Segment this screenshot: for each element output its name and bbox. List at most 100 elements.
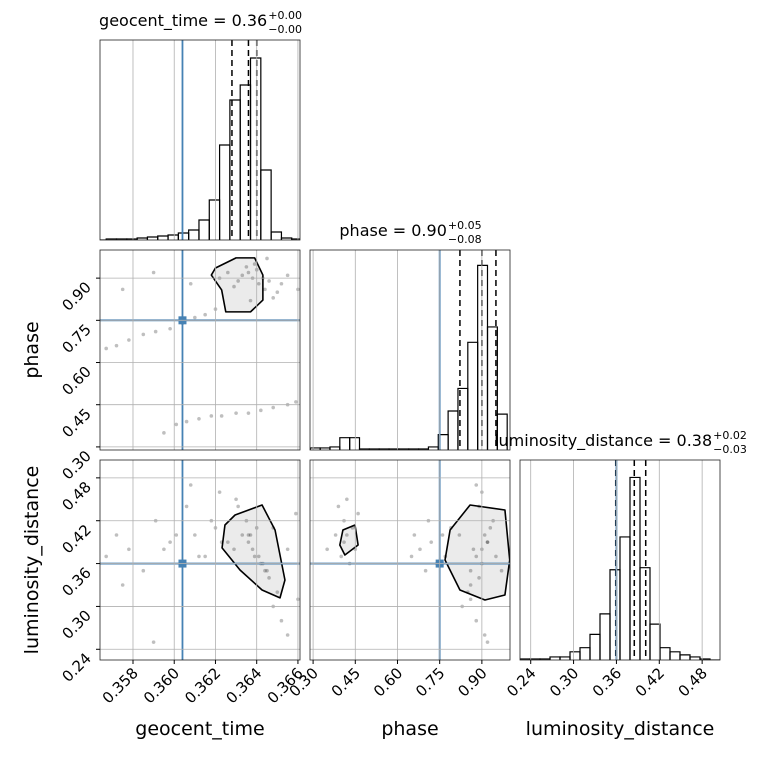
sample-point (499, 568, 504, 573)
y-tick-label: 0.30 (58, 607, 94, 643)
sample-point (174, 533, 179, 537)
sample-point (474, 483, 479, 487)
title-lower: −0.03 (713, 443, 747, 456)
scatter-panel (100, 460, 300, 660)
sample-point (114, 343, 119, 348)
y-tick-label: 0.36 (58, 564, 94, 600)
panel-frame (309, 459, 511, 661)
sample-point (471, 547, 476, 552)
sample-point (294, 400, 298, 404)
histogram-bin (649, 623, 661, 660)
sample-point (356, 511, 360, 516)
sample-point (151, 270, 156, 275)
sample-point (114, 533, 119, 537)
y-tick-label: 0.30 (58, 447, 94, 483)
sample-point (267, 576, 271, 580)
sample-point (485, 640, 490, 644)
histogram-bin (218, 144, 231, 240)
sample-point (153, 329, 158, 334)
histogram-bin (669, 651, 681, 660)
sample-point (271, 296, 275, 300)
sample-point (104, 346, 108, 351)
sample-point (168, 326, 172, 331)
sample-point (474, 554, 479, 559)
y-tick-label: 0.45 (58, 405, 94, 441)
sample-point (234, 497, 238, 502)
sample-point (279, 618, 284, 623)
histogram-bin (260, 169, 272, 240)
sample-point (232, 547, 236, 552)
sample-point (285, 633, 290, 637)
sample-point (345, 497, 349, 502)
sample-point (184, 504, 189, 509)
panel-frame (309, 249, 511, 451)
x-axis-label: phase (381, 718, 438, 740)
y-tick-label: 0.75 (58, 320, 94, 356)
sample-point (246, 533, 251, 537)
sample-point (256, 281, 261, 286)
panel-title: luminosity_distance = 0.38 (494, 431, 712, 451)
x-tick-label: 0.362 (181, 664, 224, 707)
sample-point (477, 576, 481, 580)
histogram-bin (467, 341, 479, 450)
x-tick-label: 0.90 (454, 664, 490, 700)
sample-point (485, 540, 490, 544)
sample-point (188, 483, 193, 487)
histogram-bin (486, 326, 498, 450)
sample-point (141, 332, 146, 337)
panel-frame (99, 39, 301, 241)
sample-point (219, 414, 224, 418)
histogram-bin (619, 536, 631, 660)
x-axis-label: luminosity_distance (526, 718, 715, 740)
sample-point (246, 270, 251, 275)
sample-point (127, 338, 131, 342)
panel-frame (99, 459, 301, 661)
sample-point (120, 287, 125, 292)
histogram-bin (496, 413, 508, 450)
histogram-bin (549, 656, 561, 660)
sample-point (429, 540, 434, 544)
y-tick-label: 0.24 (58, 649, 94, 685)
sample-point (217, 490, 222, 494)
scatter-panel (100, 250, 300, 450)
sample-point (412, 533, 417, 537)
sample-point (440, 533, 445, 537)
title-upper: +0.02 (713, 429, 747, 442)
histogram-bin (569, 651, 581, 660)
sample-point (285, 273, 290, 278)
x-axis-label: geocent_time (135, 718, 264, 740)
sample-point (193, 315, 197, 320)
sample-point (325, 547, 329, 552)
sample-point (188, 281, 193, 286)
histogram-bin (349, 437, 361, 450)
title-upper: +0.00 (268, 9, 302, 22)
y-tick-label: 0.48 (58, 478, 94, 514)
sample-point (485, 540, 490, 544)
sample-point (345, 533, 349, 537)
panel-frame (99, 249, 301, 451)
sample-point (252, 554, 257, 559)
sample-point (263, 568, 267, 573)
histogram-bin (639, 567, 651, 660)
histogram-panel (100, 40, 300, 240)
histogram-bin (177, 232, 190, 240)
sample-point (209, 414, 214, 418)
histogram-bin (599, 613, 611, 660)
sample-point (232, 284, 236, 289)
sample-point (265, 256, 269, 261)
x-tick-label: 0.45 (328, 664, 364, 700)
sample-point (267, 279, 271, 283)
sample-point (240, 273, 245, 278)
y-tick-label: 0.60 (58, 363, 94, 399)
sample-point (197, 416, 201, 421)
sample-point (120, 583, 125, 587)
sample-point (193, 533, 197, 537)
sample-point (168, 540, 172, 544)
sample-point (248, 298, 253, 303)
sample-point (482, 533, 487, 537)
histogram-bin (270, 231, 283, 240)
sample-point (265, 568, 269, 573)
sample-point (248, 533, 253, 537)
histogram-bin (579, 647, 591, 660)
sample-point (162, 547, 166, 552)
